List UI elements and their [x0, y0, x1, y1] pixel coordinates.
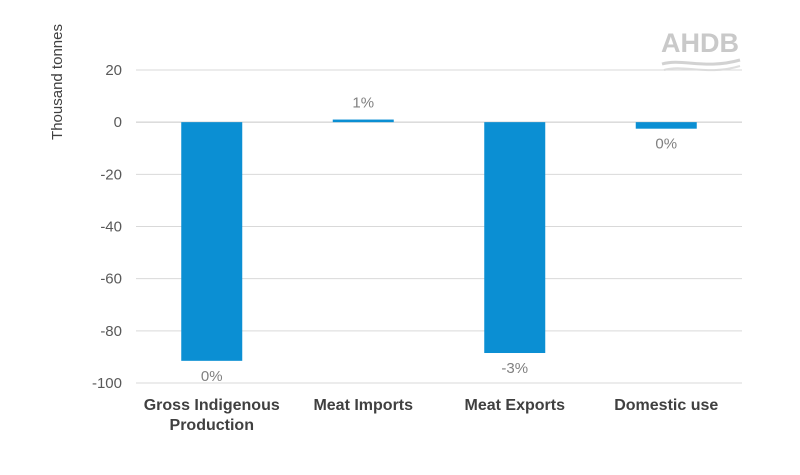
category-label: Gross Indigenous: [144, 397, 280, 414]
bar: [635, 122, 697, 129]
y-tick-label: -100: [92, 375, 122, 392]
y-tick-label: 0: [114, 114, 122, 131]
y-tick-label: -20: [100, 166, 122, 183]
y-tick-label: -80: [100, 323, 122, 340]
logo-wave-icon: [661, 58, 741, 66]
category-label: Meat Exports: [465, 397, 566, 414]
y-tick-label: 20: [105, 62, 122, 79]
data-label: 1%: [352, 95, 374, 112]
logo-text: AHDB: [661, 28, 739, 58]
bars: [181, 119, 697, 361]
category-label: Production: [170, 417, 254, 434]
category-labels: Gross Indigenous Production Meat Imports Me…: [144, 397, 719, 434]
category-label: Domestic use: [614, 397, 718, 414]
bar: [181, 122, 243, 361]
y-tick-label: -40: [100, 219, 122, 236]
data-label: -3%: [501, 360, 528, 377]
data-labels: 0% 1% -3% 0%: [201, 95, 677, 385]
bar: [484, 122, 546, 354]
data-label: 0%: [201, 368, 223, 385]
category-label: Meat Imports: [313, 397, 413, 414]
y-axis-ticks: 20 0 -20 -40 -60 -80 -100: [92, 62, 122, 392]
bar: [332, 119, 394, 123]
y-axis-title: Thousand tonnes: [49, 24, 66, 140]
y-tick-label: -60: [100, 271, 122, 288]
data-label: 0%: [655, 136, 677, 153]
ahdb-logo: AHDB: [661, 28, 741, 72]
